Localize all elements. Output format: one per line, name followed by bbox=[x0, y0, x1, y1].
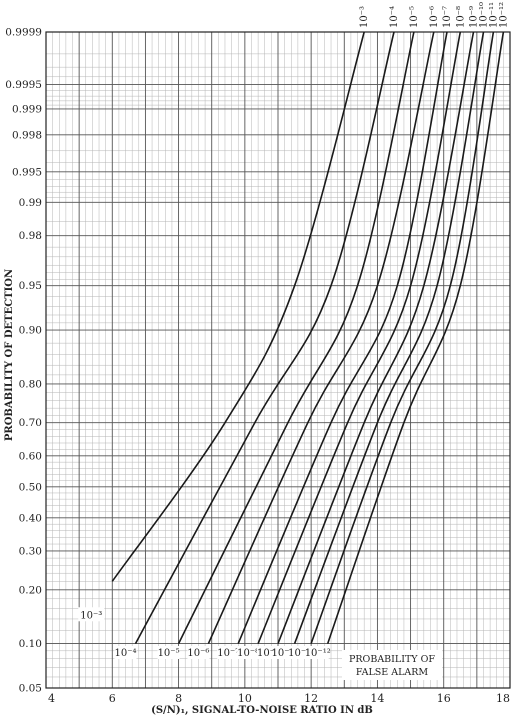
false-alarm-annotation-line-1: PROBABILITY OF bbox=[349, 654, 435, 665]
curve-label-bottom: 10⁻⁶ bbox=[187, 648, 209, 659]
y-tick-label: 0.998 bbox=[12, 129, 42, 141]
curve-pfa-8 bbox=[257, 31, 462, 644]
x-tick-labels: 4 6 8 10 12 14 16 18 bbox=[48, 692, 510, 705]
y-axis-title: PROBABILITY OF DETECTION bbox=[4, 269, 15, 441]
y-tick-label: 0.99 bbox=[19, 197, 42, 209]
curve-label-bottom: 10⁻⁹ bbox=[257, 648, 279, 659]
y-tick-label: 0.95 bbox=[19, 280, 42, 292]
curve-label-top: 10⁻⁵ bbox=[409, 6, 420, 28]
curve-label-bottom: 10⁻⁴ bbox=[114, 648, 136, 659]
y-tick-label: 0.995 bbox=[12, 166, 42, 178]
curve-label-top: 10⁻¹¹ bbox=[488, 2, 499, 28]
curve-label-background bbox=[273, 646, 296, 659]
y-tick-label: 0.30 bbox=[19, 545, 42, 557]
curve-label-bottom: 10⁻⁷ bbox=[217, 648, 239, 659]
x-axis-title: (S/N)₁, SIGNAL-TO-NOISE RATIO IN dB bbox=[151, 705, 373, 716]
y-tick-label: 0.60 bbox=[19, 450, 42, 462]
x-tick-label: 16 bbox=[437, 692, 451, 705]
curve-label-background bbox=[237, 646, 260, 659]
y-tick-label: 0.9995 bbox=[5, 79, 42, 91]
y-tick-label: 0.9999 bbox=[5, 27, 42, 39]
y-tick-label: 0.999 bbox=[12, 103, 42, 115]
curve-pfa-6 bbox=[207, 31, 435, 644]
x-tick-label: 18 bbox=[496, 692, 510, 705]
curve-label-bottom: 10⁻⁸ bbox=[237, 648, 259, 659]
curve-label-background bbox=[217, 646, 240, 659]
curve-label-bottom: 10⁻³ bbox=[80, 610, 102, 621]
y-tick-label: 0.40 bbox=[19, 512, 42, 524]
y-tick-label: 0.20 bbox=[19, 584, 42, 596]
curve-label-background bbox=[187, 646, 210, 659]
plot-frame bbox=[45, 31, 511, 689]
curve-label-top: 10⁻⁸ bbox=[455, 6, 466, 28]
x-tick-label: 14 bbox=[370, 692, 384, 705]
curves bbox=[111, 31, 505, 644]
curve-pfa-11 bbox=[310, 31, 495, 644]
y-tick-label: 0.70 bbox=[19, 417, 42, 429]
curve-label-background bbox=[114, 646, 137, 659]
y-tick-label: 0.05 bbox=[19, 683, 42, 695]
curve-labels: 10⁻³10⁻³10⁻⁴10⁻⁴10⁻⁵10⁻⁵10⁻⁶10⁻⁶10⁻⁷10⁻⁷… bbox=[78, 2, 509, 659]
curve-pfa-7 bbox=[237, 31, 448, 644]
curve-label-top: 10⁻⁶ bbox=[429, 6, 440, 28]
curve-label-top: 10⁻⁴ bbox=[389, 6, 400, 28]
curve-label-background bbox=[290, 646, 313, 659]
x-tick-label: 6 bbox=[109, 692, 116, 705]
curve-label-top: 10⁻⁹ bbox=[469, 6, 480, 28]
y-tick-labels: 0.05 0.10 0.20 0.30 0.40 0.50 0.60 0.70 0.80 0.90… bbox=[5, 27, 42, 695]
curve-label-top: 10⁻⁷ bbox=[442, 6, 453, 28]
x-tick-label: 8 bbox=[175, 692, 182, 705]
false-alarm-annotation-line-2: FALSE ALARM bbox=[356, 667, 429, 678]
y-tick-label: 0.90 bbox=[19, 325, 42, 337]
y-tick-label: 0.10 bbox=[19, 638, 42, 650]
curve-label-top: 10⁻¹² bbox=[498, 2, 509, 28]
y-tick-label: 0.80 bbox=[19, 378, 42, 390]
curve-label-bottom: 10⁻¹² bbox=[305, 648, 331, 659]
x-tick-label: 12 bbox=[304, 692, 318, 705]
curve-label-top: 10⁻¹⁰ bbox=[479, 2, 490, 28]
x-tick-label: 10 bbox=[238, 692, 252, 705]
curve-pfa-3 bbox=[111, 31, 365, 582]
y-tick-label: 0.50 bbox=[19, 481, 42, 493]
curve-pfa-5 bbox=[177, 31, 415, 644]
curve-label-bottom: 10⁻¹¹ bbox=[288, 648, 314, 659]
curve-pfa-4 bbox=[134, 31, 395, 644]
curve-label-background bbox=[306, 646, 329, 659]
curve-pfa-10 bbox=[293, 31, 485, 644]
grid-major bbox=[45, 31, 511, 689]
curve-pfa-9 bbox=[277, 31, 475, 644]
curve-label-bottom: 10⁻¹⁰ bbox=[272, 648, 298, 659]
curve-label-background bbox=[257, 646, 279, 659]
curve-label-background bbox=[78, 607, 105, 622]
curve-label-bottom: 10⁻⁵ bbox=[158, 648, 180, 659]
curve-pfa-12 bbox=[326, 31, 505, 644]
y-tick-label: 0.98 bbox=[19, 230, 42, 242]
curve-label-top: 10⁻³ bbox=[359, 6, 370, 28]
curve-label-background bbox=[157, 646, 180, 659]
annotation-background bbox=[342, 650, 442, 680]
x-tick-label: 4 bbox=[48, 692, 55, 705]
